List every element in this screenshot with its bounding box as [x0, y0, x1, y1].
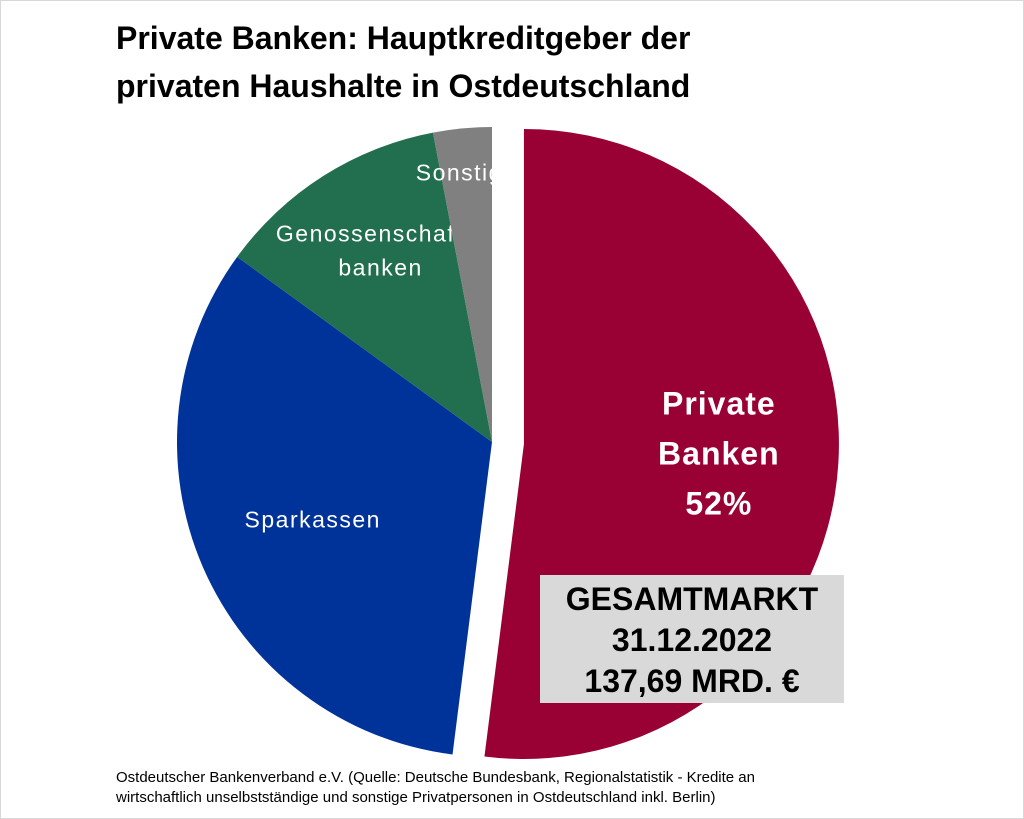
pie-slice-label-2-line-0: Genossenschafts- — [276, 220, 485, 246]
pie-slice-label-2-line-1: banken — [338, 254, 422, 280]
pie-slice-label-3-line-0: Sonstige — [416, 159, 518, 185]
pie-slice-3 — [432, 127, 492, 442]
pie-slice-2 — [237, 132, 492, 442]
pie-slice-label-0-line-2: 52% — [685, 485, 752, 521]
market-total-date: 31.12.2022 — [611, 622, 773, 658]
chart-title-line-2: privaten Haushalte in Ostdeutschland — [116, 68, 691, 104]
market-total-heading: GESAMTMARKT — [565, 581, 819, 617]
pie-slice-label-0: Private Banken 52% — [658, 385, 780, 521]
pie-slice-1 — [177, 256, 492, 755]
source-note-line-2: wirtschaftlich unselbstständige und sons… — [116, 789, 716, 806]
source-note-line-1: Ostdeutscher Bankenverband e.V. (Quelle:… — [116, 769, 755, 786]
pie-slice-label-1-line-0: Sparkassen — [245, 507, 381, 533]
chart-title-line-1: Private Banken: Hauptkreditgeber der — [116, 20, 691, 56]
market-total-box: GESAMTMARKT 31.12.2022 137,69 MRD. € — [540, 575, 844, 703]
pie-slice-label-2: Genossenschafts-banken — [276, 220, 485, 280]
pie-slice-label-1: Sparkassen — [245, 507, 381, 533]
market-total-value: 137,69 MRD. € — [584, 663, 800, 699]
pie-slice-label-0-line-1: Banken — [658, 435, 780, 471]
pie-slice-label-0-line-0: Private — [662, 385, 776, 421]
pie-slice-label-3: Sonstige — [416, 159, 518, 185]
chart-title: Private Banken: Hauptkreditgeber der pri… — [116, 14, 876, 110]
source-note: Ostdeutscher Bankenverband e.V. (Quelle:… — [116, 768, 1016, 808]
